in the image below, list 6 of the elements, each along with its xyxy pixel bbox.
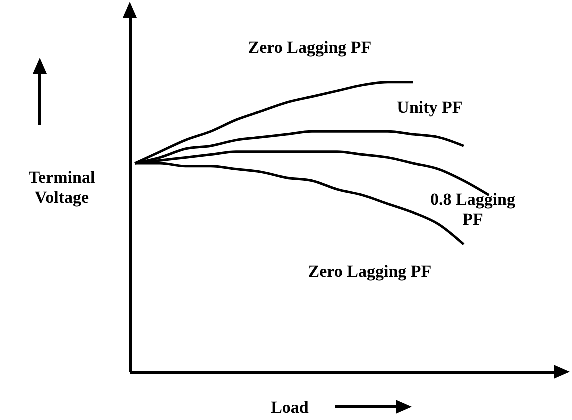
text: Zero Lagging PF xyxy=(307,262,433,282)
y-axis-title: Terminal Voltage xyxy=(28,168,96,208)
series-label: 0.8 Lagging PF xyxy=(429,190,517,230)
series-label: Zero Lagging PF xyxy=(247,38,373,58)
x-axis-title: Load xyxy=(270,398,310,418)
series-label: Unity PF xyxy=(396,98,464,118)
